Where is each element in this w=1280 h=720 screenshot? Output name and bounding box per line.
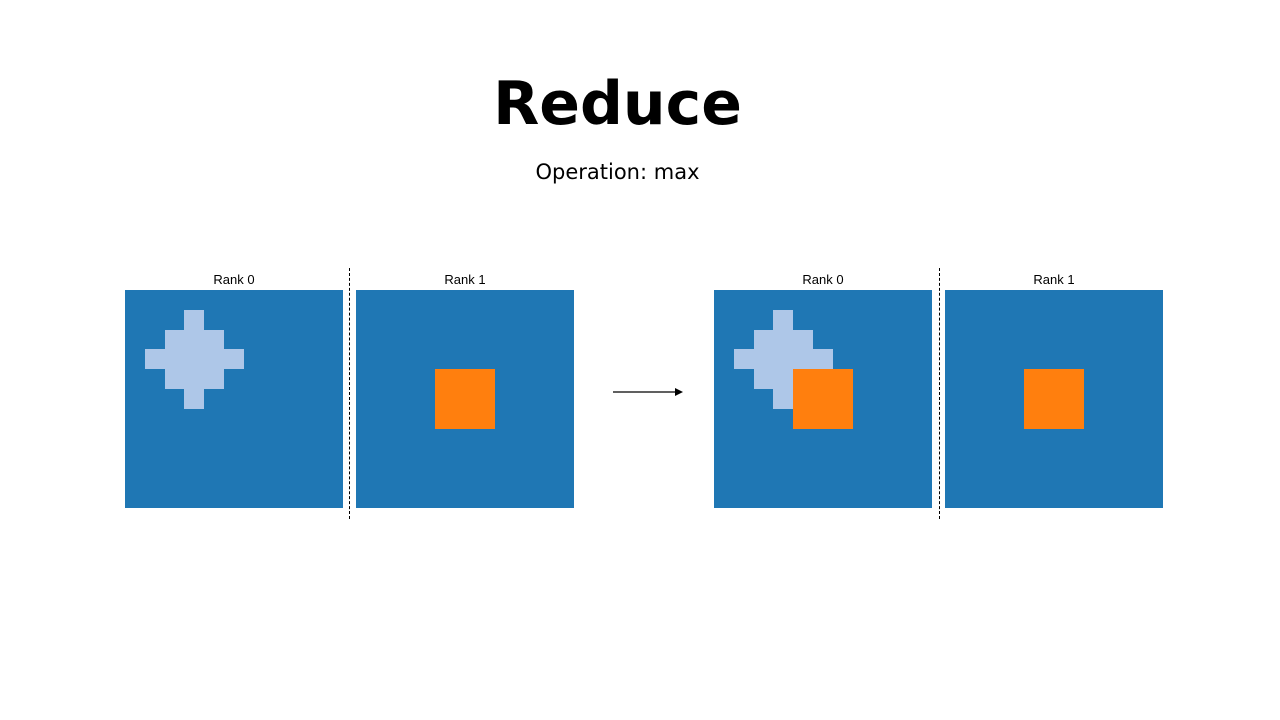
rank-0-data-cell [184, 310, 204, 330]
rank-1-data-cell [1064, 409, 1084, 429]
rank-1-data-cell [455, 389, 475, 409]
diagram-title: Reduce [493, 69, 742, 139]
rank-1-data-cell [1024, 369, 1044, 389]
rank-1-data-cell [455, 369, 475, 389]
rank-0-data-cell [813, 349, 833, 369]
reduced-max-cell [813, 389, 833, 409]
before-rank-0-label: Rank 0 [213, 272, 255, 287]
rank-1-data-cell [455, 409, 475, 429]
rank-0-data-cell [224, 349, 244, 369]
right-arrow-icon [613, 388, 683, 396]
rank-0-data-cell [773, 369, 793, 389]
before-rank-1-panel [356, 290, 574, 508]
rank-0-data-cell [754, 369, 774, 389]
rank-1-data-cell [1064, 369, 1084, 389]
rank-0-data-cell [165, 330, 185, 350]
rank-0-data-cell [754, 330, 774, 350]
rank-0-data-cell [204, 349, 224, 369]
after-rank-divider [939, 268, 940, 519]
rank-0-data-cell [754, 349, 774, 369]
rank-0-data-cell [184, 330, 204, 350]
rank-0-data-cell [793, 349, 813, 369]
rank-0-data-cell [184, 349, 204, 369]
rank-0-data-cell [773, 330, 793, 350]
rank-0-data-cell [165, 369, 185, 389]
reduced-max-cell [793, 409, 813, 429]
rank-0-data-cell [145, 349, 165, 369]
reduced-max-cell [793, 369, 813, 389]
rank-1-data-cell [475, 409, 495, 429]
rank-1-data-cell [1044, 389, 1064, 409]
rank-1-data-cell [1024, 409, 1044, 429]
rank-0-data-cell [184, 369, 204, 389]
after-rank-0-panel [714, 290, 932, 508]
reduced-max-cell [833, 389, 853, 409]
rank-0-data-cell [773, 389, 793, 409]
reduced-max-cell [833, 409, 853, 429]
rank-0-data-cell [773, 349, 793, 369]
rank-1-data-cell [435, 389, 455, 409]
rank-0-data-cell [204, 369, 224, 389]
operation-label: Operation: max [535, 160, 700, 184]
rank-1-data-cell [475, 369, 495, 389]
before-rank-divider [349, 268, 350, 519]
before-rank-1-label: Rank 1 [444, 272, 486, 287]
rank-0-data-cell [793, 330, 813, 350]
rank-0-data-cell [184, 389, 204, 409]
rank-0-data-cell [734, 349, 754, 369]
rank-0-data-cell [204, 330, 224, 350]
rank-1-data-cell [435, 369, 455, 389]
rank-1-data-cell [1044, 409, 1064, 429]
rank-1-data-cell [1044, 369, 1064, 389]
reduced-max-cell [813, 369, 833, 389]
reduced-max-cell [833, 369, 853, 389]
after-rank-0-label: Rank 0 [802, 272, 844, 287]
after-rank-1-panel [945, 290, 1163, 508]
rank-0-data-cell [165, 349, 185, 369]
rank-0-data-cell [773, 310, 793, 330]
rank-1-data-cell [435, 409, 455, 429]
before-rank-0-panel [125, 290, 343, 508]
rank-1-data-cell [1024, 389, 1044, 409]
rank-1-data-cell [475, 389, 495, 409]
rank-1-data-cell [1064, 389, 1084, 409]
reduced-max-cell [793, 389, 813, 409]
reduced-max-cell [813, 409, 833, 429]
after-rank-1-label: Rank 1 [1033, 272, 1075, 287]
